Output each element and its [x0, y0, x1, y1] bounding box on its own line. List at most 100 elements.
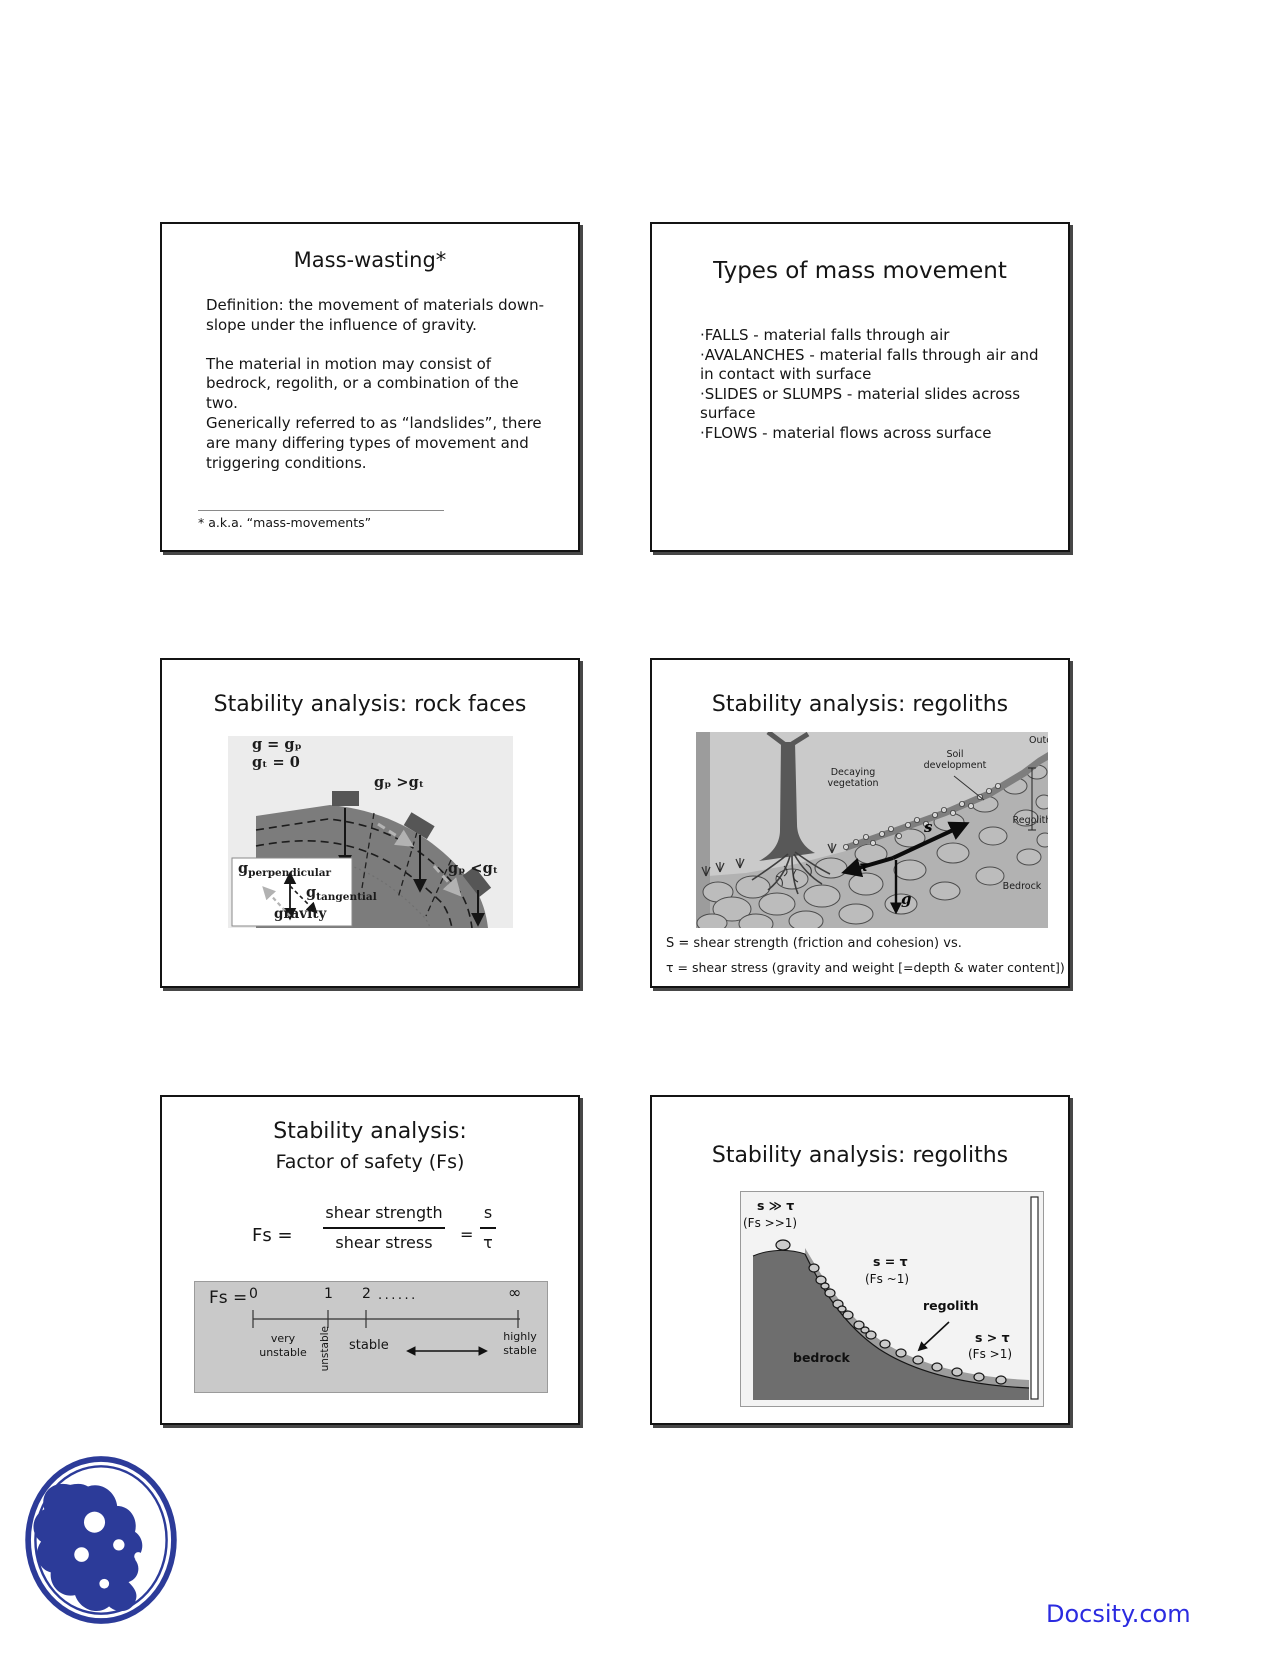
label-sub: tangential [316, 891, 377, 903]
regolith-label: Regolith [1012, 815, 1048, 826]
fraction-numerator: shear strength [325, 1203, 443, 1222]
number-line [252, 1310, 520, 1328]
stable-range-arrow [406, 1346, 488, 1356]
logo-holes [74, 1511, 143, 1589]
joint-line [361, 812, 375, 889]
fraction-bar [480, 1227, 496, 1229]
fraction-bar [323, 1227, 445, 1229]
regolith-scheme-figure: s ≫ τ (Fs >>1) s = τ (Fs ~1) regolith s … [740, 1191, 1044, 1407]
bullet-flows: ·FLOWS - material flows across surface [700, 423, 992, 442]
s-vector-label: s [924, 818, 933, 836]
slide-mass-wasting: Mass-wasting* Definition: the movement o… [160, 222, 580, 552]
regolith-figure: Soil development Decaying vegetation Reg… [696, 732, 1048, 928]
s-much-greater-tau-label: s ≫ τ [757, 1198, 795, 1213]
material-paragraph: The material in motion may consist of be… [206, 354, 519, 413]
g-perpendicular-label: gperpendicular [238, 860, 331, 879]
highly-stable-zone-label: highly stable [503, 1330, 537, 1357]
regolith-speckles [842, 783, 1001, 851]
tick-label-infinity: ∞ [508, 1283, 522, 1302]
tangential-arrow [377, 822, 415, 847]
tick-label-2: 2 [362, 1286, 371, 1302]
slope-boulders [775, 1239, 1007, 1385]
slope-diagram [752, 1196, 1039, 1400]
label-g-equals-gp: g = gₚ [252, 736, 302, 753]
label-gt-equals-0: gₜ = 0 [252, 754, 300, 771]
decaying-vegetation-label: Decaying vegetation [827, 767, 879, 789]
definition-text-block: Definition: the movement of materials do… [206, 296, 550, 473]
rock-block-mid [403, 812, 435, 840]
rock-face-figure: g = gₚ gₜ = 0 gₚ >gₜ gₚ <gₜ gperpendicul… [228, 736, 513, 928]
grass-tufts [701, 843, 837, 877]
s-equals-tau-label: s = τ [873, 1254, 908, 1269]
shear-stress-caption: τ = shear stress (gravity and weight [=d… [666, 960, 1065, 975]
bullet-avalanches: ·AVALANCHES - material falls through air… [700, 345, 1039, 384]
shear-strength-caption: S = shear strength (friction and cohesio… [666, 936, 962, 951]
tree-branch [790, 732, 810, 747]
slide-regoliths-scheme: Stability analysis: regoliths s ≫ τ (Fs … [650, 1095, 1070, 1425]
footnote: * a.k.a. “mass-movements” [198, 510, 444, 530]
soil-pointer-line [953, 775, 985, 801]
shear-strength-arrow [892, 821, 970, 860]
regolith-illustration [696, 732, 1048, 928]
joint-line [425, 859, 452, 917]
tick-label-1: 1 [324, 1286, 333, 1302]
label-gp-greater-gt: gₚ >gₜ [374, 774, 425, 791]
bedrock-label: Bedrock [1002, 881, 1042, 892]
fraction-denominator: τ [483, 1233, 493, 1252]
slide-types-of-mass-movement: Types of mass movement ·FALLS - material… [650, 222, 1070, 552]
s-tau-fraction: s τ [476, 1203, 500, 1252]
label-main: g [238, 860, 249, 877]
slide-title: Stability analysis: regoliths [711, 1143, 1009, 1168]
equation-equals: = [460, 1225, 474, 1244]
bullet-list: ·FALLS - material falls through air ·AVA… [700, 326, 1040, 443]
very-unstable-zone-label: very unstable [259, 1332, 307, 1359]
tree-trunk [759, 742, 815, 861]
bullet-falls: ·FALLS - material falls through air [700, 326, 950, 344]
definition-paragraph: Definition: the movement of materials do… [206, 296, 545, 334]
tau-vector-label: τ [860, 860, 869, 875]
tick-label-0: 0 [249, 1286, 258, 1302]
slide-subtitle: Factor of safety (Fs) [275, 1151, 465, 1173]
soil-band [844, 752, 1048, 851]
slide-factor-of-safety: Stability analysis: Factor of safety (Fs… [160, 1095, 580, 1425]
fs-greater-1-label: (Fs >1) [968, 1347, 1013, 1361]
bedrock-label: bedrock [793, 1350, 850, 1365]
gravity-label: gravity [274, 906, 327, 922]
perpendicular-vector [262, 886, 291, 917]
scale-dots: ...... [378, 1288, 418, 1303]
outcrop-label: Outcrop [1029, 735, 1048, 746]
fs-approx-1-label: (Fs ~1) [865, 1272, 910, 1286]
slide-title: Stability analysis: [273, 1119, 467, 1144]
logo-blob [33, 1483, 143, 1612]
label-main: g [306, 884, 317, 901]
slide-title: Stability analysis: regoliths [711, 692, 1009, 717]
fs-much-greater-1-label: (Fs >>1) [743, 1216, 798, 1230]
landslides-paragraph: Generically referred to as “landslides”,… [206, 413, 542, 472]
soil-development-label: Soil development [923, 749, 987, 771]
rock-block-top [332, 791, 359, 806]
tangential-vector [289, 885, 318, 914]
slide-title: Types of mass movement [713, 258, 1007, 284]
scale-lhs: Fs = [209, 1288, 248, 1308]
failure-arc-3 [255, 857, 431, 928]
regolith-pointer-arrow [917, 1321, 950, 1352]
tree-branch [766, 732, 786, 746]
logo-outer-ring [25, 1456, 177, 1624]
plateau-surface-line [752, 1249, 806, 1257]
docsity-watermark-link[interactable]: Docsity.com [1046, 1600, 1191, 1628]
bullet-slides: ·SLIDES or SLUMPS - material slides acro… [700, 384, 1021, 423]
regolith-label: regolith [923, 1298, 979, 1313]
failure-arc-1 [255, 818, 473, 928]
shear-stress-arrow [841, 856, 894, 878]
g-vector-label: g [901, 890, 912, 908]
stable-zone-label: stable [349, 1338, 389, 1353]
label-gp-less-gt: gₚ <gₜ [448, 860, 499, 877]
tangential-arrow [432, 865, 462, 897]
g-tangential-label: gtangential [306, 884, 377, 903]
slide-rock-faces: Stability analysis: rock faces [160, 658, 580, 988]
rock-block-low [462, 866, 492, 897]
unstable-zone-label: unstable [319, 1326, 331, 1372]
page-margin-strip [696, 732, 710, 928]
label-sub: perpendicular [248, 867, 332, 879]
strength-stress-fraction: shear strength shear stress [314, 1203, 454, 1252]
